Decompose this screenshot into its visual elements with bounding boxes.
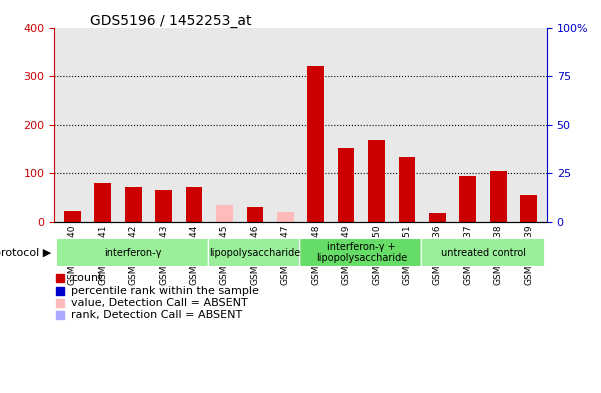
Text: value, Detection Call = ABSENT: value, Detection Call = ABSENT bbox=[72, 298, 248, 308]
Bar bbox=[125, 187, 142, 222]
Bar bbox=[186, 187, 203, 222]
Text: protocol ▶: protocol ▶ bbox=[0, 248, 51, 257]
Bar bbox=[520, 195, 537, 222]
FancyBboxPatch shape bbox=[421, 238, 545, 266]
Text: count: count bbox=[72, 274, 103, 283]
Bar bbox=[307, 66, 324, 222]
Bar bbox=[338, 148, 355, 222]
Text: rank, Detection Call = ABSENT: rank, Detection Call = ABSENT bbox=[72, 310, 243, 320]
Bar bbox=[490, 171, 507, 222]
Bar bbox=[155, 191, 172, 222]
Text: GDS5196 / 1452253_at: GDS5196 / 1452253_at bbox=[90, 14, 252, 28]
Bar bbox=[64, 211, 81, 222]
Text: interferon-γ: interferon-γ bbox=[105, 248, 162, 257]
Bar bbox=[398, 157, 415, 222]
Text: lipopolysaccharide: lipopolysaccharide bbox=[209, 248, 300, 257]
Text: percentile rank within the sample: percentile rank within the sample bbox=[72, 286, 259, 296]
Bar bbox=[246, 208, 263, 222]
Text: untreated control: untreated control bbox=[441, 248, 525, 257]
Text: interferon-γ +
lipopolysaccharide: interferon-γ + lipopolysaccharide bbox=[316, 242, 407, 263]
Bar bbox=[459, 176, 476, 222]
FancyBboxPatch shape bbox=[56, 238, 210, 266]
FancyBboxPatch shape bbox=[209, 238, 302, 266]
Bar bbox=[368, 140, 385, 222]
Bar bbox=[94, 183, 111, 222]
Bar bbox=[429, 213, 446, 222]
Bar bbox=[277, 212, 294, 222]
FancyBboxPatch shape bbox=[299, 238, 423, 266]
Bar bbox=[216, 205, 233, 222]
